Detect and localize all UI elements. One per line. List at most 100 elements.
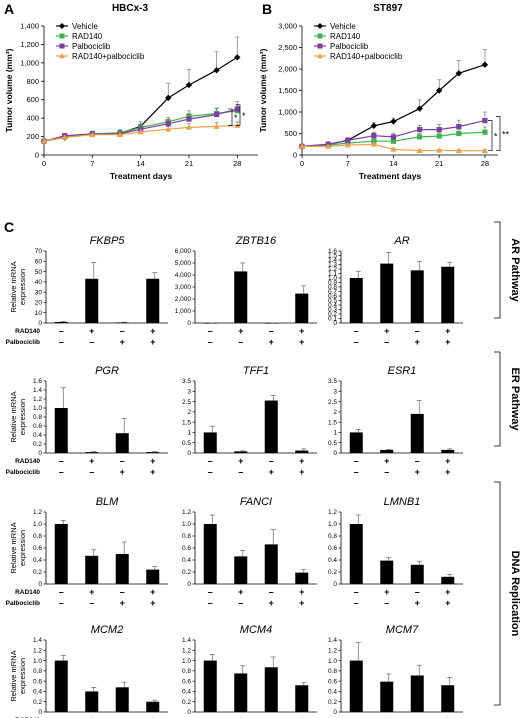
- y-tick-label: 0.4: [33, 557, 42, 564]
- x-tick-label: 7: [90, 159, 94, 168]
- y-tick-label: 400: [26, 114, 39, 123]
- panel-label-a: A: [4, 1, 14, 17]
- bar: [410, 675, 424, 712]
- legend-label: Vehicle: [72, 22, 98, 31]
- data-point: [456, 124, 462, 130]
- rad140-sign: +: [89, 715, 94, 718]
- palbociclib-sign: –: [59, 337, 64, 347]
- y-tick-label: 0.6: [33, 545, 42, 552]
- y-tick-label: 1.0: [328, 275, 337, 282]
- data-point: [436, 133, 442, 139]
- bar: [203, 524, 217, 584]
- x-tick-label: 28: [233, 159, 241, 168]
- gene-title: ESR1: [388, 365, 417, 377]
- data-point: [417, 127, 423, 133]
- y-tick-label: 0.8: [33, 668, 42, 675]
- bar: [441, 576, 455, 584]
- x-axis-label: Treatment days: [110, 171, 173, 181]
- rad140-sign: +: [384, 326, 389, 336]
- y-tick-label: 0.2: [33, 569, 42, 576]
- data-point: [186, 116, 192, 122]
- legend-marker: [317, 23, 323, 29]
- bar: [234, 271, 248, 323]
- rad140-sign: +: [384, 587, 389, 597]
- rad140-sign: +: [89, 456, 94, 466]
- rad140-sign: –: [415, 587, 420, 597]
- y-tick-label: 3,000: [278, 22, 297, 31]
- y-tick-label: 600: [26, 95, 39, 104]
- y-tick-label: 1,400: [20, 22, 39, 31]
- y-tick-label: 0: [333, 450, 337, 457]
- bar: [146, 278, 160, 323]
- bar: [234, 451, 248, 453]
- y-tick-label: 0.4: [33, 689, 42, 696]
- y-axis-label: expression: [18, 399, 27, 435]
- bar: [295, 450, 309, 453]
- y-axis-label: Relative mRNA: [9, 261, 18, 312]
- rad140-sign: –: [120, 456, 125, 466]
- series-rad140-palbociclib: [41, 121, 241, 144]
- y-tick-label: 0.3: [328, 307, 337, 314]
- y-tick-label: 0.9: [328, 280, 337, 287]
- data-point: [89, 131, 96, 138]
- data-point: [234, 54, 241, 61]
- bar: [203, 660, 217, 712]
- palbociclib-sign: –: [384, 598, 389, 608]
- pathway-label: DNA Replication: [509, 551, 520, 637]
- y-tick-label: 2,500: [278, 43, 297, 52]
- rad140-sign: +: [299, 456, 304, 466]
- palbociclib-sign: +: [120, 337, 125, 347]
- x-tick-label: 14: [389, 159, 397, 168]
- data-point: [234, 106, 240, 112]
- bar: [85, 278, 99, 323]
- y-axis-label: expression: [18, 269, 27, 305]
- bar: [441, 266, 455, 323]
- significance-bracket: [496, 116, 501, 152]
- palbociclib-sign: –: [238, 598, 243, 608]
- palbociclib-sign: +: [150, 337, 155, 347]
- palbociclib-sign: +: [120, 467, 125, 477]
- palbociclib-sign: –: [59, 467, 64, 477]
- rad140-sign: +: [445, 587, 450, 597]
- bar: [441, 449, 455, 453]
- legend-marker: [317, 53, 323, 59]
- y-tick-label: 0: [38, 320, 42, 327]
- pathway-ar-pathway: AR Pathway: [494, 221, 520, 319]
- y-tick-label: 1.0: [182, 521, 191, 528]
- data-point: [213, 111, 220, 118]
- y-tick-label: 4,000: [175, 272, 192, 279]
- data-point: [390, 134, 397, 140]
- bar: [85, 452, 99, 453]
- legend-marker: [59, 53, 65, 59]
- palbociclib-sign: +: [445, 337, 450, 347]
- y-tick-label: 0.2: [182, 569, 191, 576]
- gene-title: MCM2: [91, 624, 123, 636]
- data-point: [116, 131, 123, 138]
- bar: [234, 556, 248, 584]
- y-tick-label: 1: [333, 430, 337, 437]
- data-point: [456, 130, 462, 137]
- y-tick-label: 1.4: [328, 637, 337, 644]
- y-tick-label: 0: [38, 450, 42, 457]
- rad140-sign: +: [299, 326, 304, 336]
- line-chart-1: HBCx-3 0 200 400 600 800 1,000 1,200 1,400 0 7 14 21…: [4, 3, 258, 181]
- palbociclib-sign: –: [238, 467, 243, 477]
- y-tick-label: 0: [35, 151, 39, 160]
- significance-marker: *: [494, 132, 498, 142]
- y-tick-label: 0.6: [182, 545, 191, 552]
- significance-marker: *: [242, 111, 246, 121]
- y-tick-label: 0: [333, 320, 337, 327]
- treatment-row-label: RAD140: [15, 328, 40, 335]
- y-tick-label: 1.4: [33, 387, 42, 394]
- legend-marker: [317, 33, 323, 39]
- rad140-sign: –: [415, 715, 420, 718]
- palbociclib-sign: +: [299, 337, 304, 347]
- palbociclib-sign: +: [150, 467, 155, 477]
- y-tick-label: 0: [38, 709, 42, 716]
- pathway-dna-replication: DNA Replication: [494, 481, 520, 706]
- palbociclib-sign: –: [384, 337, 389, 347]
- x-tick-label: 0: [300, 159, 304, 168]
- rad140-sign: –: [354, 715, 359, 718]
